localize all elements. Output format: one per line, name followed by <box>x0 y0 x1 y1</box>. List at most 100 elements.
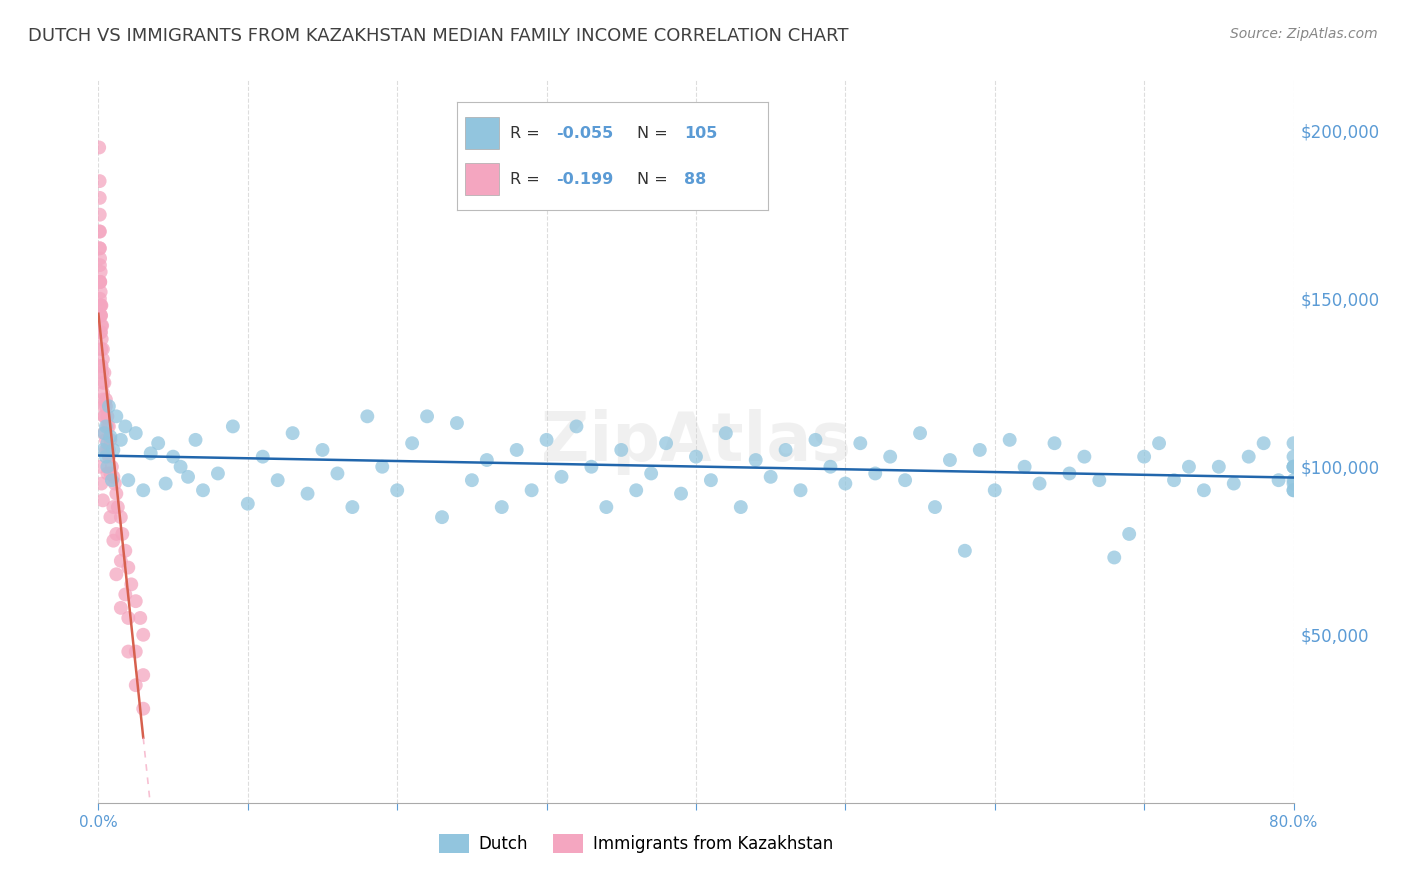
Point <box>132 628 155 642</box>
Point <box>745 453 768 467</box>
Point <box>998 433 1021 447</box>
Point <box>894 473 917 487</box>
Point <box>125 678 148 692</box>
Point <box>93 376 115 390</box>
Point <box>96 459 118 474</box>
Point <box>89 225 111 239</box>
Point <box>103 500 125 514</box>
Point <box>1282 459 1305 474</box>
Point <box>91 318 114 333</box>
Point <box>105 486 128 500</box>
Point <box>550 470 572 484</box>
Point <box>105 527 128 541</box>
Point <box>96 409 118 424</box>
Point <box>177 470 200 484</box>
Point <box>139 446 162 460</box>
Legend: Dutch, Immigrants from Kazakhstan: Dutch, Immigrants from Kazakhstan <box>432 827 841 860</box>
Point <box>90 298 112 312</box>
Point <box>984 483 1007 498</box>
Point <box>1282 483 1305 498</box>
Point <box>655 436 678 450</box>
Point <box>98 429 122 443</box>
Point <box>129 611 152 625</box>
Point <box>1073 450 1095 464</box>
Point <box>91 366 114 380</box>
Point <box>1192 483 1215 498</box>
Point <box>89 174 111 188</box>
Point <box>96 442 118 457</box>
Point <box>191 483 214 498</box>
Point <box>1043 436 1066 450</box>
Point <box>110 600 132 615</box>
Point <box>96 467 118 481</box>
Point <box>105 567 128 582</box>
Point <box>267 473 290 487</box>
Point <box>93 426 115 441</box>
Point <box>91 342 114 356</box>
Point <box>94 433 117 447</box>
Point <box>1282 436 1305 450</box>
Point <box>110 510 132 524</box>
Point <box>1163 473 1185 487</box>
Point <box>96 436 118 450</box>
Point <box>953 543 976 558</box>
Point <box>236 497 259 511</box>
Point <box>90 326 112 340</box>
Point <box>91 493 114 508</box>
Point <box>97 419 120 434</box>
Point <box>89 191 111 205</box>
Point <box>610 442 633 457</box>
Point <box>804 433 827 447</box>
Point <box>356 409 378 424</box>
Point <box>117 560 139 574</box>
Point <box>169 459 191 474</box>
Point <box>89 298 111 312</box>
Point <box>97 399 120 413</box>
Point <box>125 426 148 441</box>
Point <box>90 326 112 340</box>
Point <box>89 275 111 289</box>
Point <box>97 442 120 457</box>
Point <box>446 416 468 430</box>
Point <box>98 510 122 524</box>
Point <box>1282 459 1305 474</box>
Point <box>1267 473 1289 487</box>
Point <box>91 352 114 367</box>
Point <box>93 366 115 380</box>
Point <box>297 486 319 500</box>
Point <box>1104 550 1126 565</box>
Point <box>97 450 120 464</box>
Point <box>125 644 148 658</box>
Point <box>89 252 111 266</box>
Point <box>536 433 558 447</box>
Point <box>91 376 114 390</box>
Point <box>89 241 111 255</box>
Point <box>342 500 364 514</box>
Point <box>685 450 707 464</box>
Point <box>1208 459 1230 474</box>
Point <box>700 473 723 487</box>
Point <box>89 208 111 222</box>
Point <box>1059 467 1081 481</box>
Point <box>94 450 117 464</box>
Point <box>506 442 529 457</box>
Point <box>89 309 111 323</box>
Point <box>879 450 901 464</box>
Point <box>101 473 124 487</box>
Point <box>94 399 117 413</box>
Point <box>89 140 111 154</box>
Point <box>252 450 274 464</box>
Point <box>849 436 872 450</box>
Point <box>103 442 125 457</box>
Point <box>730 500 752 514</box>
Point <box>430 510 453 524</box>
Point <box>90 285 112 299</box>
Point <box>1253 436 1275 450</box>
Point <box>93 409 115 424</box>
Point <box>1014 459 1036 474</box>
Point <box>89 241 111 255</box>
Point <box>775 442 797 457</box>
Point <box>491 500 513 514</box>
Point <box>91 442 114 457</box>
Point <box>281 426 304 441</box>
